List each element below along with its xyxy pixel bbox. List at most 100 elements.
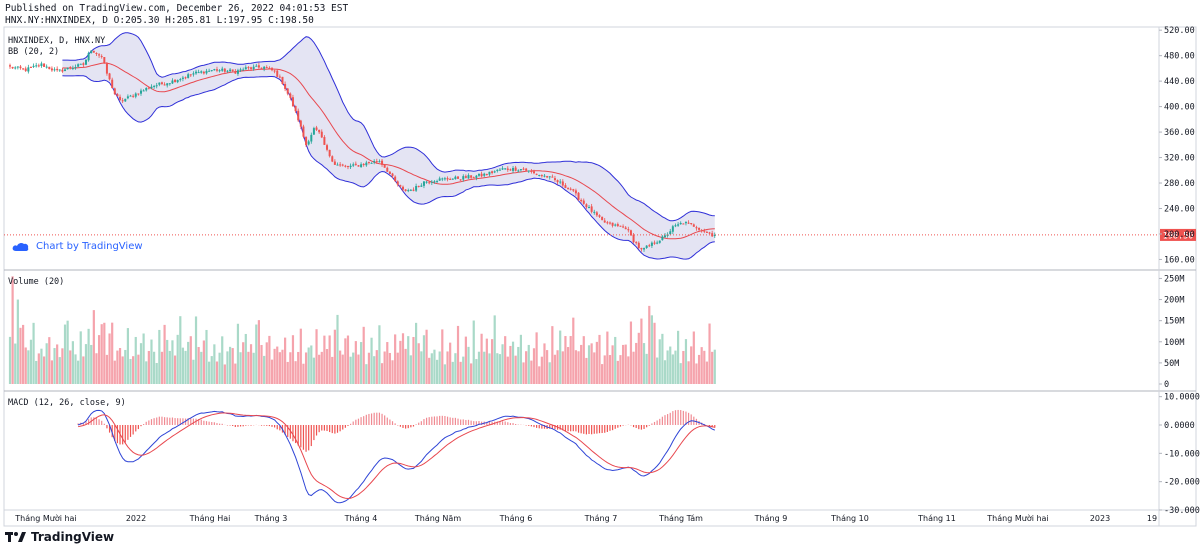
volume-bar [708, 323, 711, 384]
candle-body [45, 66, 48, 68]
candle-body [9, 65, 11, 67]
candle-body [98, 54, 101, 56]
time-tick-label: Tháng 10 [830, 514, 869, 523]
candle-body [713, 234, 716, 236]
candle-body [698, 227, 701, 230]
candle-body [160, 82, 163, 84]
volume-bar [14, 343, 17, 384]
candle-body [100, 56, 103, 58]
candle-body [79, 63, 82, 65]
candle-body [506, 168, 509, 170]
chart-by-tradingview-badge[interactable]: Chart by TradingView [12, 241, 143, 252]
time-tick-label: Tháng 11 [917, 514, 956, 523]
volume-bar [511, 341, 515, 384]
volume-bar [29, 339, 33, 384]
volume-bar [697, 354, 701, 384]
volume-bar [116, 350, 119, 384]
candle-body [360, 164, 363, 168]
volume-bar [302, 363, 305, 384]
trading-chart[interactable]: 198.50 520.00 480.00 440.00 400.00 360.00 320.… [0, 0, 1200, 530]
volume-bar [404, 348, 407, 384]
volume-bar [145, 361, 148, 384]
candle-body [553, 178, 556, 181]
candle-body [29, 66, 32, 68]
tradingview-footer[interactable]: TradingView [5, 529, 114, 545]
candle-body [268, 67, 271, 69]
volume-bar [422, 335, 426, 384]
candle-body [48, 66, 51, 70]
time-tick-label: Tháng Tám [658, 514, 703, 523]
candle-body [218, 70, 221, 72]
volume-bar [642, 343, 646, 384]
candle-body [263, 66, 266, 69]
candle-body [16, 66, 19, 68]
candle-body [331, 156, 334, 162]
candle-body [281, 76, 284, 84]
volume-bar [496, 353, 499, 384]
candle-body [260, 67, 263, 69]
candle-body [546, 176, 549, 178]
candle-body [616, 224, 619, 226]
candle-body [271, 68, 273, 71]
time-tick-label: 19 [1147, 514, 1157, 523]
candle-body [66, 67, 69, 70]
volume-bar [367, 352, 371, 384]
volume-bar [346, 335, 350, 384]
last-price-label: 198.50 [1163, 231, 1194, 241]
candle-body [409, 189, 412, 191]
volume-bar [527, 344, 530, 384]
candle-body [286, 88, 289, 94]
candle-body [105, 63, 108, 74]
candle-body [116, 94, 119, 97]
chart-by-tradingview-label: Chart by TradingView [36, 241, 143, 252]
volume-bar [663, 360, 667, 384]
candle-body [166, 83, 169, 86]
volume-bar [590, 343, 593, 384]
volume-bar [291, 335, 295, 384]
volume-bar [519, 334, 522, 384]
candle-body [420, 185, 423, 187]
volume-bar [132, 356, 135, 384]
candle-body [519, 169, 522, 171]
volume-bar [679, 363, 682, 384]
symbol-ohlc-line: HNX.NY:HNXINDEX, D O:205.30 H:205.81 L:1… [5, 15, 314, 26]
candle-body [210, 70, 213, 72]
volume-tick-label: 100M [1164, 338, 1184, 348]
volume-bar [629, 321, 633, 384]
volume-tick-label: 150M [1164, 317, 1184, 327]
volume-bar [616, 360, 619, 384]
candle-body [257, 65, 260, 68]
volume-bar [661, 333, 664, 384]
volume-bar [328, 335, 331, 384]
volume-bar [433, 349, 436, 384]
legend-bb: BB (20, 2) [8, 47, 59, 57]
volume-bar [118, 348, 122, 384]
volume-bar [548, 362, 551, 384]
volume-bar [187, 341, 190, 384]
candle-body [472, 177, 475, 179]
candle-body [336, 164, 339, 166]
volume-bar [459, 361, 462, 384]
candle-body [71, 67, 74, 69]
candle-body [687, 222, 690, 224]
candle-body [74, 66, 77, 68]
volume-bar [608, 355, 612, 384]
macd-tick-label: -30.0000 [1164, 506, 1200, 516]
volume-bar [336, 314, 339, 384]
volume-bar [378, 325, 381, 384]
volume-bar [270, 359, 274, 384]
volume-bar [475, 359, 478, 384]
volume-bar [228, 346, 232, 384]
candle-body [669, 231, 672, 235]
candle-body [294, 105, 297, 112]
volume-bar [711, 351, 714, 384]
volume-bar [77, 360, 80, 384]
volume-bar [648, 305, 651, 384]
volume-bar [189, 336, 192, 384]
candle-body [446, 178, 449, 180]
volume-bar [517, 346, 520, 384]
candle-body [677, 224, 680, 226]
volume-bar [142, 333, 145, 384]
candle-body [250, 67, 253, 69]
volume-bar [399, 340, 402, 384]
